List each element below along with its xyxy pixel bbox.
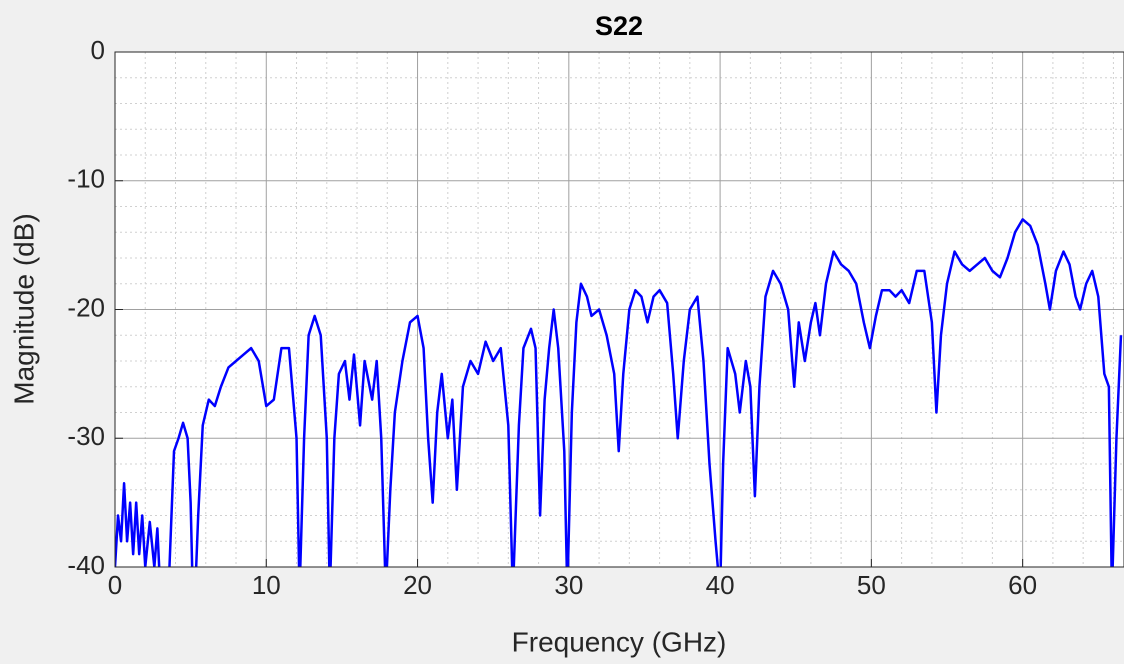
y-tick-label: -40 <box>67 550 105 580</box>
y-tick-label: -30 <box>67 421 105 451</box>
x-axis-label: Frequency (GHz) <box>512 626 727 657</box>
chart-title: S22 <box>595 11 643 41</box>
x-tick-label: 60 <box>1008 570 1037 600</box>
y-axis-label: Magnitude (dB) <box>8 213 39 404</box>
y-tick-label: -10 <box>67 164 105 194</box>
y-tick-label: 0 <box>91 35 105 65</box>
axes-box <box>114 51 1124 568</box>
x-tick-label: 30 <box>554 570 583 600</box>
grid <box>114 51 1124 568</box>
series <box>115 218 1123 567</box>
x-tick-label: 20 <box>403 570 432 600</box>
x-tick-label: 40 <box>706 570 735 600</box>
x-tick-label: 10 <box>252 570 281 600</box>
x-tick-label: 0 <box>108 570 122 600</box>
labels: 0 10 20 30 40 50 60 -40 -30 -20 -10 0 <box>67 35 1037 600</box>
x-tick-label: 50 <box>857 570 886 600</box>
series-line <box>115 218 1123 567</box>
y-tick-label: -20 <box>67 292 105 322</box>
